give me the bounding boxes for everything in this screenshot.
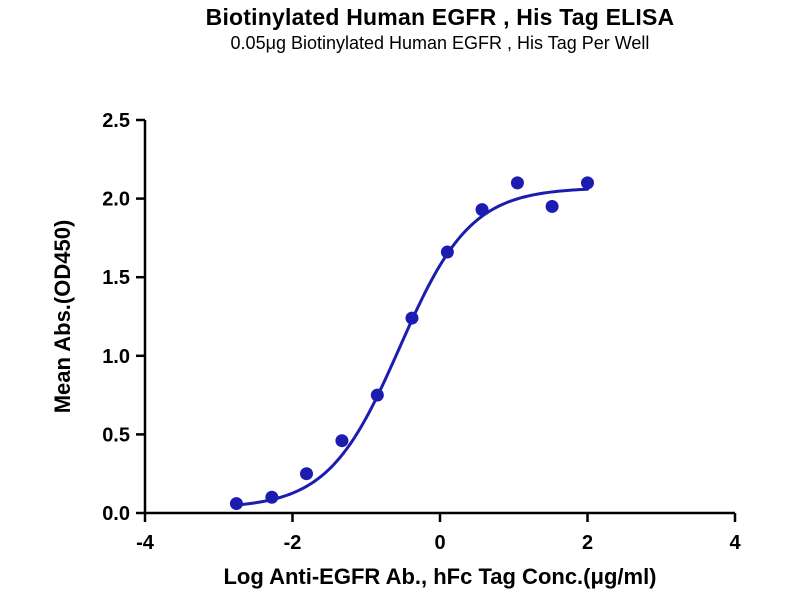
y-axis-tick-label: 2.5 xyxy=(102,110,130,132)
x-axis-tick-label: 4 xyxy=(729,532,741,554)
data-point xyxy=(510,176,524,190)
data-point xyxy=(370,388,384,402)
chart-subtitle: 0.05μg Biotinylated Human EGFR , His Tag… xyxy=(230,33,650,53)
data-point xyxy=(300,467,314,481)
x-axis-tick-label: 0 xyxy=(434,532,445,554)
data-point xyxy=(229,497,243,511)
y-axis-tick-label: 0.5 xyxy=(102,424,130,446)
x-axis-tick-label: -4 xyxy=(136,532,155,554)
y-axis-tick-label: 2.0 xyxy=(102,189,130,211)
fit-curve xyxy=(234,187,589,507)
y-axis-tick-label: 1.0 xyxy=(102,346,130,368)
data-point xyxy=(440,245,454,259)
x-axis-tick-label: 2 xyxy=(582,532,593,554)
x-axis-tick-label: -2 xyxy=(284,532,302,554)
data-point xyxy=(581,176,594,190)
data-point xyxy=(405,311,419,325)
data-point xyxy=(475,203,489,217)
y-axis-tick-label: 0.0 xyxy=(102,503,130,525)
x-axis-title: Log Anti-EGFR Ab., hFc Tag Conc.(μg/ml) xyxy=(223,564,656,589)
y-axis-title: Mean Abs.(OD450) xyxy=(50,220,75,414)
data-point xyxy=(545,199,559,213)
data-point xyxy=(265,490,279,504)
y-axis-tick-label: 1.5 xyxy=(102,267,130,289)
chart-title: Biotinylated Human EGFR , His Tag ELISA xyxy=(205,4,675,30)
data-point xyxy=(335,434,349,448)
